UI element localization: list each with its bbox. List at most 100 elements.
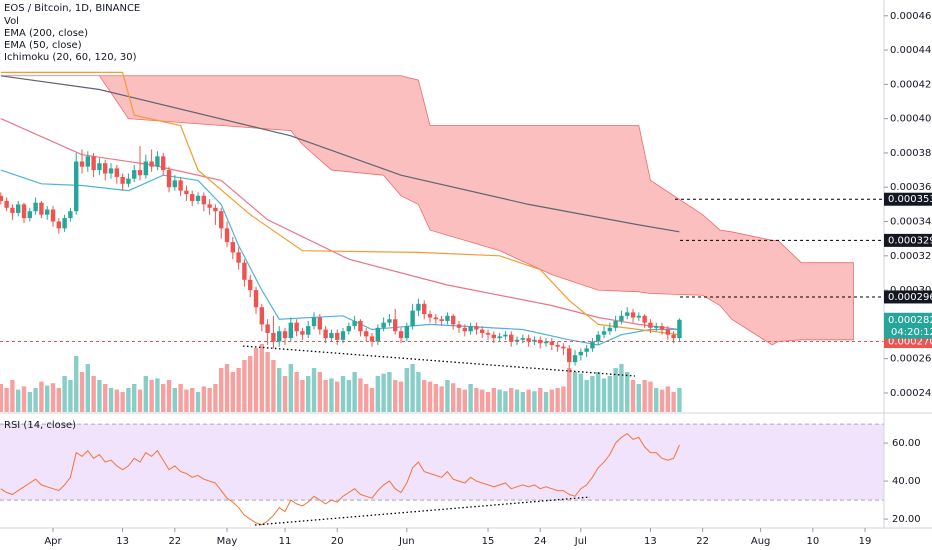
volume-bar [520, 392, 526, 412]
volume-bar [306, 376, 311, 412]
volume-bar [103, 384, 108, 412]
volume-bar [491, 388, 497, 412]
countdown-label: 04:20:12 [891, 327, 932, 338]
volume-bar [451, 383, 456, 412]
volume-bar [369, 388, 375, 412]
candle-body [549, 341, 555, 345]
x-tick-label: Jun [398, 536, 415, 547]
volume-bar [114, 389, 120, 412]
volume-bar [27, 392, 33, 412]
candle-body [282, 331, 288, 339]
volume-bar [555, 388, 560, 412]
volume-bar [329, 378, 334, 412]
candle-body [433, 317, 439, 320]
volume-bar [265, 352, 270, 412]
candle-body [39, 202, 44, 215]
volume-bar [21, 386, 27, 412]
candle-body [219, 211, 224, 229]
price-level-tag [884, 192, 932, 206]
volume-bar [381, 373, 386, 412]
candle-body [427, 314, 433, 318]
candle-body [375, 327, 381, 342]
volume-bar [85, 364, 91, 412]
candle-body [230, 242, 236, 253]
candle-body [445, 315, 450, 321]
volume-bar [219, 368, 224, 412]
candle-body [439, 319, 444, 321]
x-tick-label: 19 [859, 536, 872, 547]
volume-bar [248, 356, 253, 412]
volume-bar [422, 380, 427, 412]
volume-bar [50, 383, 56, 412]
y-tick-label: 0.0003000 [890, 285, 932, 296]
volume-bar [462, 389, 468, 412]
legend: EOS / Bitcoin, 1D, BINANCE Vol EMA (200,… [4, 3, 140, 431]
candle-body [677, 319, 682, 339]
volume-bar [39, 381, 44, 412]
candle-body [381, 322, 386, 328]
candle-body [369, 336, 375, 342]
candle-body [364, 331, 369, 337]
volume-bar [282, 376, 288, 412]
price-level-label: 0.0003290 [888, 235, 932, 246]
y-tick-label: 0.0004400 [890, 45, 932, 56]
volume-bar [549, 389, 555, 412]
candle-body [137, 170, 143, 176]
candle-body [259, 307, 265, 325]
candle-body [85, 156, 91, 167]
candle-body [253, 290, 259, 308]
candle-body [161, 156, 166, 171]
candle-body [103, 163, 108, 174]
volume-bar [630, 380, 636, 412]
volume-bar [509, 388, 514, 412]
candle-body [584, 348, 589, 352]
volume-bar [294, 372, 299, 412]
volume-bar [137, 389, 143, 412]
plot-layer [0, 71, 884, 526]
candle-body [120, 176, 125, 184]
indicator-line [0, 75, 680, 233]
candle-body [195, 195, 201, 201]
candle-body [27, 211, 33, 219]
candle-body [45, 209, 50, 215]
volume-bar [480, 389, 485, 412]
candle-body [114, 168, 120, 177]
indicator-label: EMA (200, close) [4, 28, 88, 39]
candle-body [50, 209, 56, 222]
candle-body [648, 322, 653, 328]
candle-body [306, 326, 311, 335]
candle-body [387, 319, 392, 323]
volume-bar [543, 392, 549, 412]
x-tick-label: 20 [331, 536, 344, 547]
volume-bar [393, 380, 398, 412]
volume-bar [514, 389, 520, 412]
volume-bar [648, 381, 653, 412]
candle-body [393, 319, 398, 332]
x-tick-label: Jul [574, 536, 587, 547]
candle-body [184, 190, 189, 195]
rsi-line [0, 432, 680, 526]
candle-body [213, 207, 218, 212]
candle-body [277, 331, 282, 342]
y-tick-label: 0.0003400 [890, 217, 932, 228]
volume-bar [532, 391, 537, 412]
volume-bar [607, 376, 613, 412]
volume-bar [224, 364, 230, 412]
candle-body [578, 351, 584, 356]
volume-bar [317, 372, 323, 412]
candle-body [317, 317, 323, 330]
volume-bar [445, 380, 450, 412]
candle-body [300, 331, 305, 335]
candle-body [422, 303, 427, 315]
volume-bar [654, 388, 659, 412]
volume-bar [288, 364, 294, 412]
volume-bar [404, 368, 410, 412]
y-tick-label: 0.0002600 [890, 354, 932, 365]
alert-label: 0.0002700 [888, 337, 932, 348]
candle-body [190, 194, 195, 201]
volume-bar [277, 368, 282, 412]
candle-body [242, 262, 247, 280]
candle-body [659, 326, 665, 330]
volume-bar [601, 378, 607, 412]
volume-bar [677, 388, 682, 412]
